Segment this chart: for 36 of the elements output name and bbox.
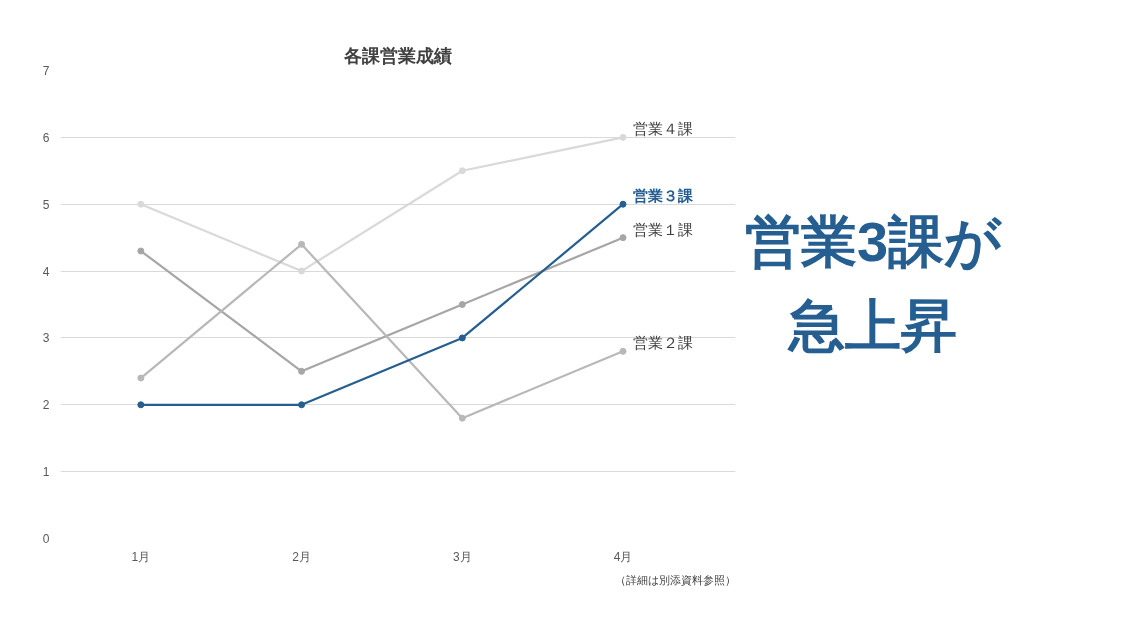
y-tick-label: 0 — [42, 532, 50, 546]
point — [619, 200, 627, 208]
series-label: 営業１課 — [632, 220, 693, 238]
point — [298, 240, 306, 248]
series-label: 営業２課 — [632, 334, 693, 352]
point — [137, 247, 145, 255]
x-tick-label: 3月 — [452, 549, 472, 564]
point — [298, 267, 306, 275]
y-tick-label: 1 — [42, 465, 50, 480]
point — [298, 401, 306, 409]
y-tick-label: 6 — [42, 130, 50, 145]
point — [137, 200, 145, 208]
chart-title: 各課営業成績 — [343, 45, 452, 66]
point — [458, 334, 466, 342]
point — [137, 401, 145, 409]
y-tick-label: 7 — [42, 64, 50, 78]
y-tick-label: 5 — [42, 197, 50, 212]
point — [458, 301, 466, 308]
x-tick-label: 1月 — [131, 549, 151, 564]
series-label: 営業３課 — [632, 187, 694, 205]
point — [458, 167, 466, 175]
y-tick-label: 2 — [42, 398, 50, 413]
point — [298, 367, 306, 375]
point — [619, 133, 627, 141]
y-tick-label: 3 — [42, 331, 50, 346]
point — [137, 374, 145, 382]
x-tick-label: 2月 — [292, 549, 311, 564]
series-label: 営業４課 — [632, 120, 693, 138]
text: （詳細は別添資料参照） — [614, 573, 736, 586]
text: 営業3課が — [745, 210, 1002, 273]
y-tick-label: 4 — [42, 264, 50, 279]
point — [458, 414, 466, 422]
text: 急上昇 — [789, 294, 958, 357]
point — [619, 234, 627, 242]
x-tick-label: 4月 — [613, 549, 633, 564]
point — [619, 347, 627, 355]
